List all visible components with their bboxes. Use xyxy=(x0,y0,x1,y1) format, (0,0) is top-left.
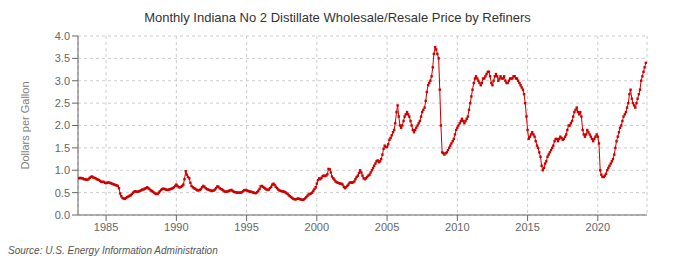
svg-text:2005: 2005 xyxy=(375,221,399,233)
svg-text:1.5: 1.5 xyxy=(55,142,70,154)
svg-text:0.5: 0.5 xyxy=(55,187,70,199)
svg-text:0.0: 0.0 xyxy=(55,209,70,221)
html-text:Monthly Indiana No 2 Distillat: Monthly Indiana No 2 Distillate Wholesal… xyxy=(144,10,531,25)
svg-text:2010: 2010 xyxy=(445,221,469,233)
svg-text:1.0: 1.0 xyxy=(55,164,70,176)
svg-text:3.5: 3.5 xyxy=(55,52,70,64)
svg-text:Dollars per Gallon: Dollars per Gallon xyxy=(19,81,31,169)
svg-text:2000: 2000 xyxy=(305,221,329,233)
svg-text:1985: 1985 xyxy=(94,221,118,233)
html-text:Source: U.S. Energy Informatio: Source: U.S. Energy Information Administ… xyxy=(8,245,218,256)
svg-text:2.0: 2.0 xyxy=(55,119,70,131)
svg-text:2020: 2020 xyxy=(586,221,610,233)
svg-text:4.0: 4.0 xyxy=(55,30,70,42)
svg-text:1995: 1995 xyxy=(234,221,258,233)
svg-text:2.5: 2.5 xyxy=(55,97,70,109)
svg-text:2015: 2015 xyxy=(515,221,539,233)
svg-text:1990: 1990 xyxy=(164,221,188,233)
svg-text:3.0: 3.0 xyxy=(55,75,70,87)
